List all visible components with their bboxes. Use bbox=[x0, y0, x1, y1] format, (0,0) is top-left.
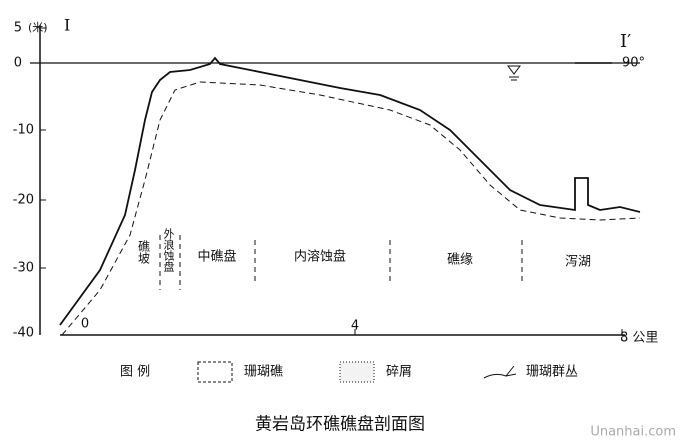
legend-item: 珊瑚礁 bbox=[244, 364, 283, 380]
x-label: 8 公里 bbox=[620, 331, 658, 346]
zone-separators bbox=[159, 235, 523, 290]
legend-swatch bbox=[483, 365, 517, 379]
legend-item: 珊瑚群丛 bbox=[526, 365, 578, 380]
legend-swatch bbox=[339, 361, 375, 383]
zone-label: 泻湖 bbox=[565, 255, 591, 270]
legend-item: 碎屑 bbox=[386, 365, 412, 380]
x-label: 0 bbox=[81, 317, 89, 332]
unit-label: (米) bbox=[28, 21, 48, 34]
watermark: Unanhai.com bbox=[590, 425, 676, 440]
legend-title: 图 例 bbox=[120, 365, 150, 380]
section-end: I′ bbox=[620, 31, 631, 52]
reef-base bbox=[61, 81, 641, 336]
figure-title: 黄岩岛环礁礁盘剖面图 bbox=[255, 415, 425, 435]
zone-label: 内溶蚀盘 bbox=[294, 249, 346, 265]
zone-label: 外浪蚀盘 bbox=[162, 228, 175, 272]
x-label: 4 bbox=[351, 319, 359, 334]
zone-label: 礁坡 bbox=[137, 239, 151, 264]
legend-swatch bbox=[197, 361, 233, 383]
section-start: I bbox=[64, 16, 70, 35]
y-label: -20 bbox=[13, 193, 34, 208]
reef-profile bbox=[59, 56, 641, 326]
zone-label: 礁缘 bbox=[447, 252, 473, 268]
y-label: 5 bbox=[14, 21, 22, 36]
direction-label: 90° bbox=[622, 56, 645, 71]
y-label: -30 bbox=[13, 261, 34, 276]
ticks bbox=[40, 27, 623, 335]
water-level-symbol bbox=[507, 65, 521, 81]
y-label: 0 bbox=[14, 56, 22, 71]
y-label: -10 bbox=[13, 123, 34, 138]
y-label: -40 bbox=[13, 326, 34, 341]
zone-label: 中礁盘 bbox=[197, 249, 236, 265]
